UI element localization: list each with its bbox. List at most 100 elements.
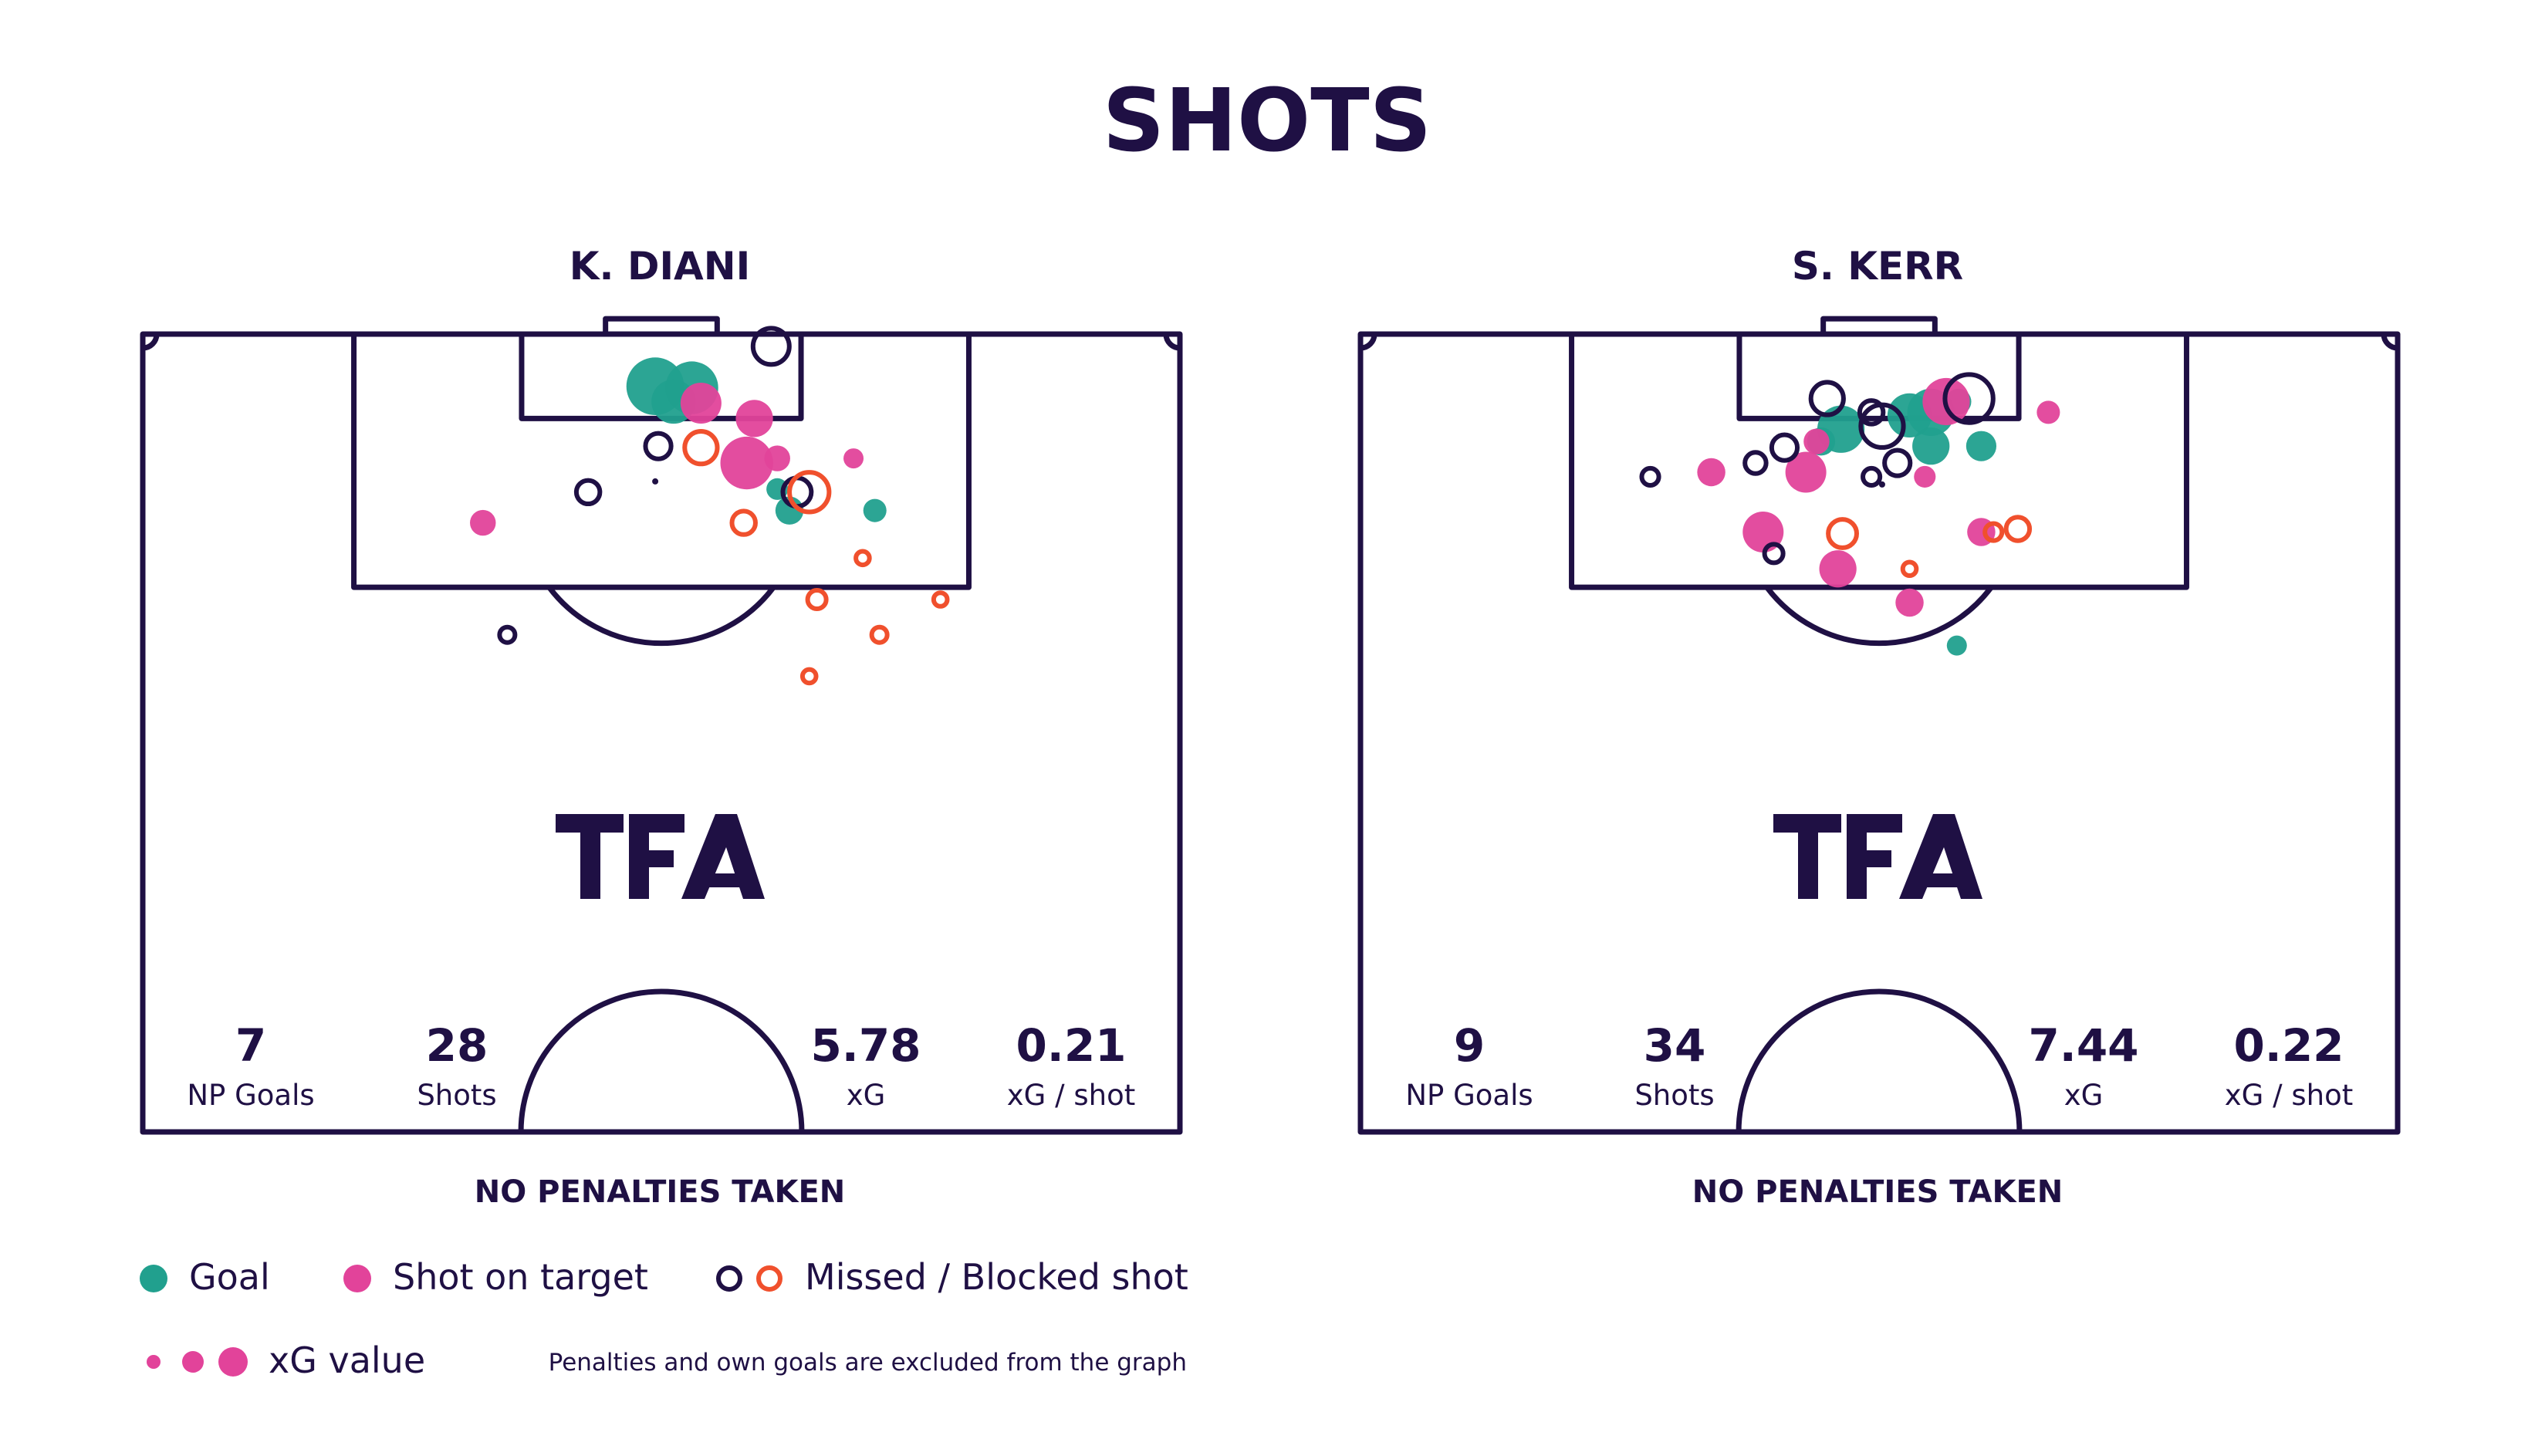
shot-blocked [869, 624, 890, 645]
legend-xg-small-swatch [147, 1355, 161, 1369]
page-title: SHOTS [1103, 71, 1432, 171]
shot-on-target [1914, 465, 1936, 488]
shot-missed [1858, 402, 1906, 450]
shot-on-target [764, 445, 790, 471]
stat-value-shots: 34 [1644, 1019, 1706, 1072]
shot-on-target [470, 509, 496, 536]
legend-xg-medium-swatch [182, 1351, 204, 1373]
player-name: S. KERR [1792, 244, 1963, 289]
goal-frame [1820, 316, 1938, 337]
shot-blocked [2003, 515, 2033, 543]
shot-on-target [1697, 458, 1725, 487]
shot-blocked [931, 590, 950, 609]
legend: Goal Shot on target Missed / Blocked sho… [140, 1256, 1188, 1381]
stat-value-xg-per-shot: 0.21 [1016, 1019, 1126, 1072]
pitch-boundary [140, 331, 1183, 1135]
logo-letter-f-mid [629, 850, 674, 867]
stat-label-xg-per-shot: xG / shot [2225, 1079, 2353, 1112]
centre-circle [518, 988, 805, 1133]
logo-letter-f-top [1847, 814, 1902, 833]
shot-missed [1742, 450, 1769, 476]
shot-blocked [682, 429, 720, 467]
shot-missed [573, 478, 603, 507]
penalty-arc [1764, 585, 1994, 647]
stat-value-np-goals: 7 [235, 1019, 266, 1072]
shot-blocked [1900, 559, 1919, 579]
logo-letter-t-stem [1798, 814, 1818, 899]
shot-on-target [720, 436, 773, 490]
shot-markers [470, 326, 950, 686]
stat-value-np-goals: 9 [1454, 1019, 1485, 1072]
shot-missed [1857, 398, 1886, 427]
pitch-panel-k-diani: K. DIANI 7 NP Goals 28 Shots 5.78 xG 0.2… [140, 244, 1183, 1210]
player-name: K. DIANI [570, 244, 750, 289]
pitch-panel-s-kerr: S. KERR 9 NP Goals 34 Shots 7.44 xG 0.22… [1357, 244, 2401, 1210]
shot-missed [497, 624, 518, 645]
logo-letter-f-mid [1847, 850, 1891, 867]
corner-arc-left [142, 333, 160, 351]
logo-letter-t-stem [580, 814, 600, 899]
legend-missed-blocked-label: Missed / Blocked shot [805, 1256, 1188, 1298]
shot-on-target [1819, 550, 1857, 588]
legend-blocked-swatch [756, 1265, 782, 1292]
shot-goal [775, 496, 804, 525]
legend-on-target-label: Shot on target [393, 1256, 648, 1298]
corner-arc-right [2381, 333, 2398, 351]
penalties-note: NO PENALTIES TAKEN [1692, 1174, 2063, 1210]
shot-blocked [729, 508, 758, 537]
shot-missed [750, 326, 792, 367]
shot-markers [1639, 372, 2060, 656]
shot-goal [1965, 431, 1997, 461]
shot-missed [1762, 542, 1786, 566]
legend-goal-label: Goal [189, 1256, 270, 1298]
shot-on-target [843, 448, 864, 469]
stat-label-np-goals: NP Goals [1405, 1079, 1533, 1112]
legend-xg-value-label: xG value [269, 1339, 425, 1381]
shot-goal [1912, 427, 1950, 465]
shot-on-target [1785, 451, 1827, 493]
logo-letter-a-bar [708, 873, 746, 887]
centre-circle [1736, 988, 2023, 1133]
shot-on-target [2036, 400, 2060, 424]
shot-blocked [1982, 521, 2005, 543]
legend-on-target-swatch [343, 1265, 371, 1292]
tfa-logo [1773, 814, 1982, 899]
stat-label-xg: xG [847, 1079, 886, 1112]
stat-value-xg-per-shot: 0.22 [2233, 1019, 2344, 1072]
shot-missed [1769, 432, 1800, 463]
shot-missed [643, 431, 674, 461]
stat-label-xg-per-shot: xG / shot [1007, 1079, 1135, 1112]
shot-on-target [680, 382, 722, 424]
stat-value-xg: 7.44 [2028, 1019, 2138, 1072]
logo-letter-a-bar [1925, 873, 1964, 887]
stat-value-xg: 5.78 [810, 1019, 921, 1072]
shot-on-target [1895, 588, 1924, 617]
shot-blocked [799, 667, 819, 686]
shot-missed [1942, 372, 1996, 425]
shot-goal [863, 498, 887, 522]
tfa-logo [556, 814, 765, 899]
stat-label-xg: xG [2064, 1079, 2104, 1112]
penalty-arc [546, 585, 776, 647]
corner-arc-left [1360, 333, 1377, 351]
legend-footnote: Penalties and own goals are excluded fro… [549, 1349, 1187, 1377]
logo-letter-f-top [629, 814, 684, 833]
legend-goal-swatch [140, 1265, 167, 1292]
shot-missed [1878, 481, 1885, 488]
shot-goal [1946, 635, 1967, 656]
pitch-lines [140, 316, 1183, 1135]
stat-value-shots: 28 [426, 1019, 488, 1072]
shot-on-target [1803, 428, 1830, 454]
shot-missed [1639, 465, 1661, 488]
stat-label-shots: Shots [417, 1079, 496, 1112]
shot-blocked [787, 470, 832, 515]
stat-label-np-goals: NP Goals [187, 1079, 314, 1112]
legend-missed-swatch [716, 1265, 742, 1292]
stats-row: 7 NP Goals 28 Shots 5.78 xG 0.21 xG / sh… [187, 1019, 1135, 1112]
stats-row: 9 NP Goals 34 Shots 7.44 xG 0.22 xG / sh… [1405, 1019, 2353, 1112]
legend-xg-large-swatch [218, 1347, 248, 1377]
shot-blocked [805, 587, 829, 612]
shot-missed [652, 478, 659, 485]
shot-blocked [1826, 517, 1859, 550]
